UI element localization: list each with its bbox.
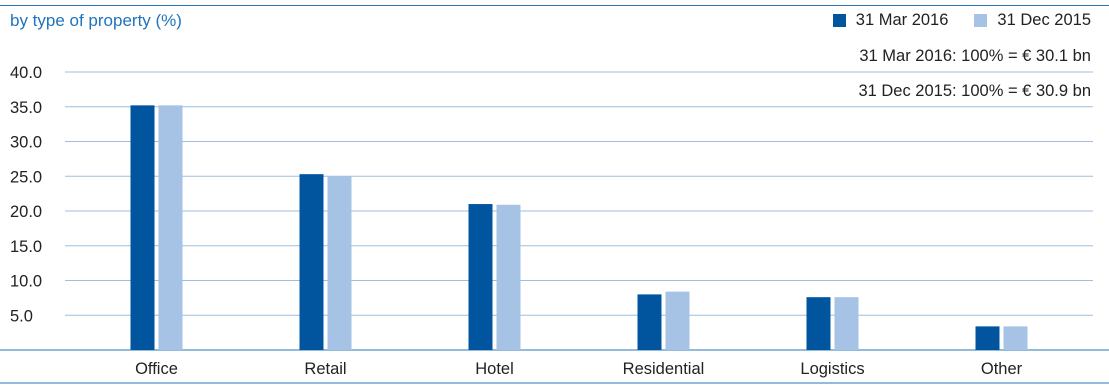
bar-other-series-1 xyxy=(975,326,1000,350)
bar-office-series-1 xyxy=(130,105,155,350)
bar-retail-series-1 xyxy=(299,174,324,350)
legend-swatch-mar-2016 xyxy=(832,14,846,27)
x-category-label: Logistics xyxy=(800,360,864,378)
bar-hotel-series-2 xyxy=(496,204,521,350)
bar-other-series-2 xyxy=(1003,326,1028,350)
total-note-mar-2016: 31 Mar 2016: 100% = € 30.1 bn xyxy=(859,47,1091,65)
y-tick-label: 5.0 xyxy=(10,307,33,325)
y-tick-label: 15.0 xyxy=(10,238,42,256)
bar-retail-series-2 xyxy=(327,176,352,350)
legend-label-mar-2016: 31 Mar 2016 xyxy=(855,11,949,29)
legend-label-dec-2015: 31 Dec 2015 xyxy=(997,11,1091,29)
x-category-label: Other xyxy=(981,360,1023,378)
y-tick-label: 25.0 xyxy=(10,168,42,186)
x-category-label: Office xyxy=(135,360,178,378)
y-tick-label: 20.0 xyxy=(10,203,42,221)
legend-item-dec-2015: 31 Dec 2015 xyxy=(974,11,1091,30)
y-tick-label: 10.0 xyxy=(10,273,42,291)
total-note-dec-2015: 31 Dec 2015: 100% = € 30.9 bn xyxy=(858,82,1091,100)
bar-office-series-2 xyxy=(158,105,183,350)
y-tick-label: 30.0 xyxy=(10,134,42,152)
top-rule xyxy=(0,5,1109,6)
x-category-label: Residential xyxy=(623,360,705,378)
bar-residential-series-2 xyxy=(665,291,690,350)
legend-swatch-dec-2015 xyxy=(974,14,988,27)
bar-logistics-series-2 xyxy=(834,297,859,350)
y-tick-label: 35.0 xyxy=(10,99,42,117)
bar-residential-series-1 xyxy=(637,294,662,350)
x-category-label: Retail xyxy=(304,360,346,378)
chart-subtitle: by type of property (%) xyxy=(10,11,182,30)
y-tick-label: 40.0 xyxy=(10,64,42,82)
bar-logistics-series-1 xyxy=(806,297,831,350)
legend-item-mar-2016: 31 Mar 2016 xyxy=(832,11,949,30)
chart-legend: 31 Mar 2016 31 Dec 2015 xyxy=(807,11,1091,30)
bar-hotel-series-1 xyxy=(468,204,493,350)
x-category-label: Hotel xyxy=(475,360,514,378)
